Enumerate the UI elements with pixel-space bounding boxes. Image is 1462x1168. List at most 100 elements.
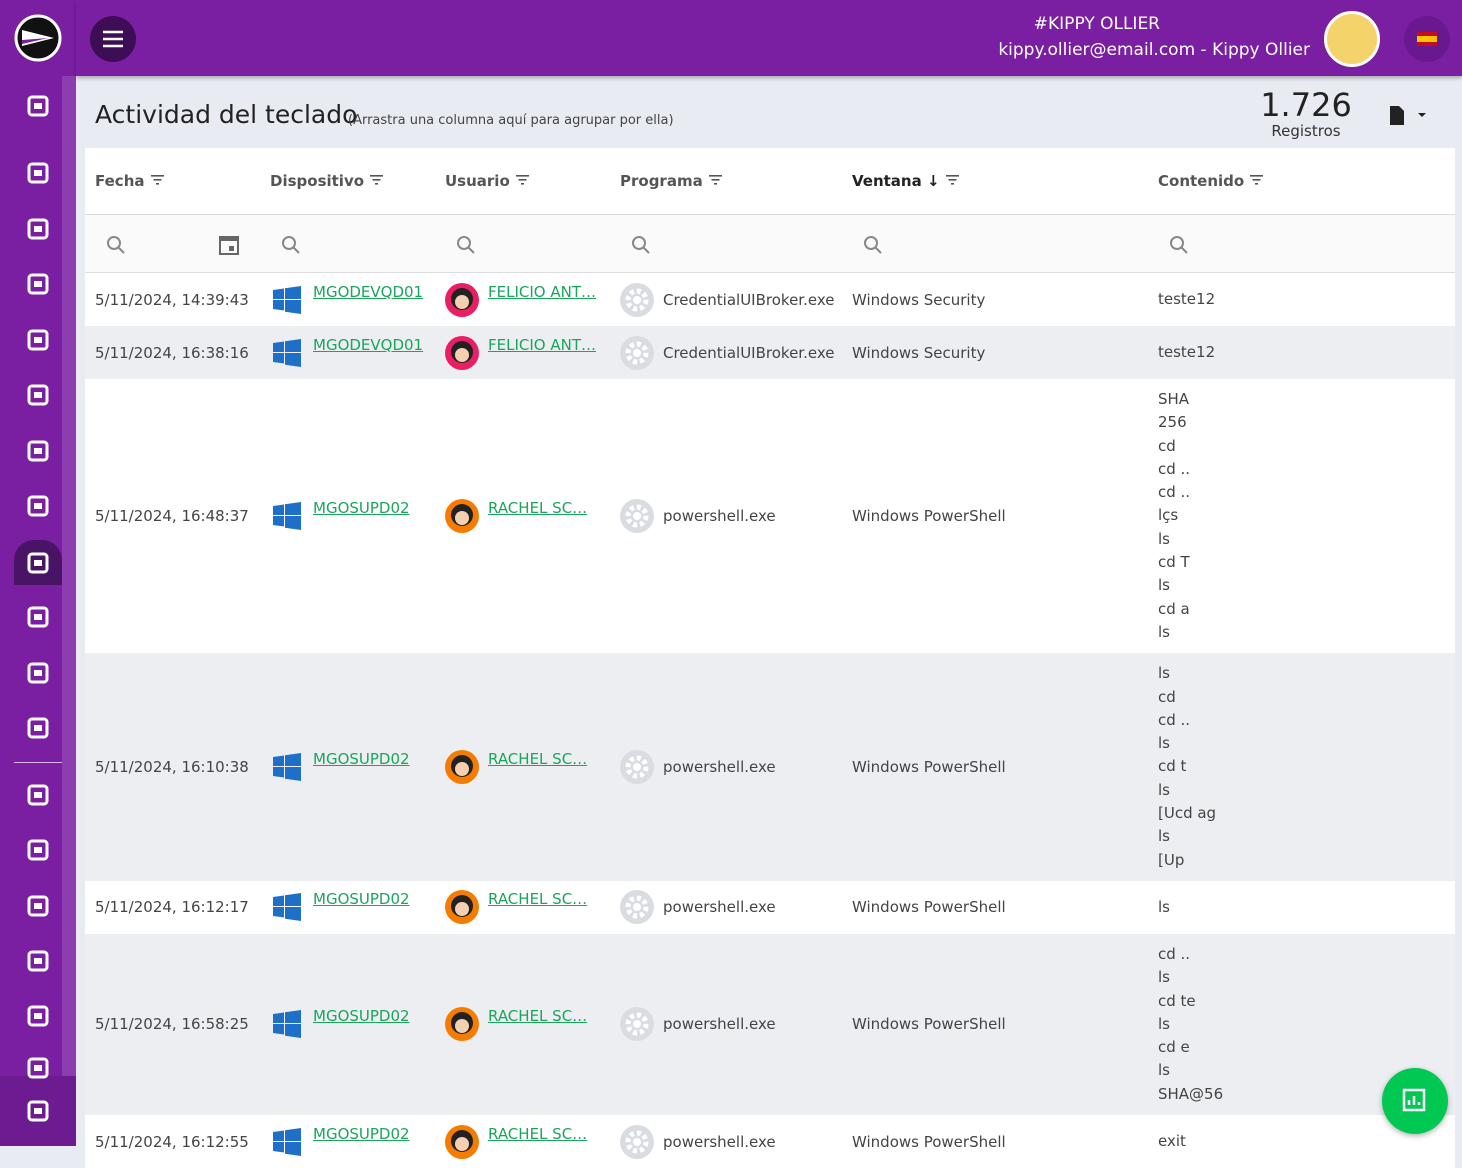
column-title: Dispositivo	[270, 172, 365, 190]
column-header[interactable]: Fecha	[95, 172, 165, 190]
topbar: #KIPPY OLLIER kippy.ollier@email.com - K…	[76, 0, 1462, 76]
content-line: cd ..	[1158, 459, 1191, 478]
nav-icon	[26, 661, 50, 685]
search-icon	[280, 234, 302, 256]
column-header[interactable]: Ventana ↓	[852, 172, 960, 190]
user-link[interactable]: FELICIO ANT…	[488, 335, 597, 354]
date-cell: 5/11/2024, 16:10:38	[95, 758, 249, 777]
window-cell: Windows PowerShell	[852, 1132, 1006, 1151]
language-flag[interactable]	[1404, 16, 1450, 62]
program-icon	[620, 499, 654, 534]
grid-body: 5/11/2024, 14:39:43 MGODEVQD01 FELICIO ANT…	[85, 273, 1455, 1168]
filter-icon[interactable]	[945, 172, 960, 190]
user-line: kippy.ollier@email.com - Kippy Ollier	[998, 40, 1310, 60]
device-link[interactable]: MGOSUPD02	[313, 890, 410, 909]
content-line: cd ..	[1158, 710, 1191, 729]
windows-icon	[273, 1010, 301, 1039]
grid-row: 5/11/2024, 16:38:16 MGODEVQD01 FELICIO ANT…	[85, 326, 1455, 379]
search-icon	[630, 234, 652, 256]
content-line: ls	[1158, 1061, 1170, 1080]
sidebar	[0, 0, 76, 1146]
program-cell: powershell.exe	[663, 1015, 776, 1034]
calendar-icon	[217, 233, 241, 257]
content-line: ls	[1158, 622, 1170, 641]
nav-icon	[26, 1056, 50, 1080]
nav-icon	[26, 783, 50, 807]
user-avatar	[445, 1007, 479, 1042]
content-line: ls	[1158, 664, 1170, 683]
content-line: ls	[1158, 734, 1170, 753]
filter-icon[interactable]	[150, 172, 165, 190]
window-cell: Windows PowerShell	[852, 507, 1006, 526]
sidebar-scrollbar	[62, 76, 76, 1076]
window-cell: Windows PowerShell	[852, 758, 1006, 777]
column-header[interactable]: Programa	[620, 172, 723, 190]
filter-icon[interactable]	[1250, 172, 1264, 190]
content-line: ls	[1158, 1014, 1170, 1033]
date-cell: 5/11/2024, 16:58:25	[95, 1015, 249, 1034]
program-icon	[620, 890, 654, 925]
device-link[interactable]: MGOSUPD02	[313, 750, 410, 769]
column-title: Fecha	[95, 172, 145, 190]
export-button[interactable]	[1388, 104, 1428, 128]
content-line: cd	[1158, 436, 1176, 455]
window-cell: Windows PowerShell	[852, 898, 1006, 917]
device-link[interactable]: MGODEVQD01	[313, 335, 424, 354]
user-avatar[interactable]	[1324, 11, 1380, 67]
content-line: cd te	[1158, 991, 1196, 1010]
device-link[interactable]: MGODEVQD01	[313, 282, 424, 301]
window-cell: Windows Security	[852, 290, 986, 309]
windows-icon	[273, 338, 301, 367]
device-link[interactable]: MGOSUPD02	[313, 1007, 410, 1026]
content-line: ls	[1158, 576, 1170, 595]
grid-row: 5/11/2024, 16:58:25 MGOSUPD02 RACHEL SC… po…	[85, 933, 1455, 1116]
column-header[interactable]: Usuario	[445, 172, 530, 190]
program-icon	[620, 282, 654, 317]
device-link[interactable]: MGOSUPD02	[313, 499, 410, 518]
nav-icon	[26, 94, 50, 118]
program-cell: powershell.exe	[663, 758, 776, 777]
column-header[interactable]: Contenido	[1158, 172, 1264, 190]
user-link[interactable]: FELICIO ANT…	[488, 282, 597, 301]
content-line: 256	[1158, 413, 1187, 432]
user-link[interactable]: RACHEL SC…	[488, 1007, 588, 1026]
logo[interactable]	[14, 14, 62, 62]
page-title: Actividad del teclado	[95, 100, 358, 129]
data-grid: Fecha Dispositivo Usuario Programa Ventana ↓…	[85, 148, 1455, 1168]
record-count-label: Registros	[1271, 122, 1341, 140]
device-link[interactable]: MGOSUPD02	[313, 1124, 410, 1143]
content-cell: ls	[1158, 896, 1170, 919]
user-link[interactable]: RACHEL SC…	[488, 499, 588, 518]
content-line: cd e	[1158, 1038, 1190, 1057]
menu-button[interactable]	[90, 16, 136, 62]
user-link[interactable]: RACHEL SC…	[488, 750, 588, 769]
content-line: SHA	[1158, 390, 1190, 408]
add-report-button[interactable]	[1382, 1068, 1448, 1134]
filter-icon[interactable]	[515, 172, 530, 190]
windows-icon	[273, 502, 301, 531]
nav-icon	[26, 949, 50, 973]
column-header[interactable]: Dispositivo	[270, 172, 384, 190]
content-line: lçs	[1158, 506, 1179, 525]
grid-row: 5/11/2024, 16:12:55 MGOSUPD02 RACHEL SC… po…	[85, 1115, 1455, 1168]
content-line: teste12	[1158, 289, 1216, 308]
user-link[interactable]: RACHEL SC…	[488, 1124, 588, 1143]
date-cell: 5/11/2024, 16:12:55	[95, 1132, 249, 1151]
nav-icon	[26, 1099, 50, 1123]
filter-icon[interactable]	[708, 172, 723, 190]
header-row: Fecha Dispositivo Usuario Programa Ventana ↓…	[85, 148, 1455, 215]
program-cell: powershell.exe	[663, 898, 776, 917]
search-icon	[862, 234, 884, 256]
filter-icon[interactable]	[370, 172, 384, 190]
group-hint: (Arrastra una columna aquí para agrupar …	[348, 113, 674, 128]
date-cell: 5/11/2024, 16:38:16	[95, 343, 249, 362]
grid-row: 5/11/2024, 16:12:17 MGOSUPD02 RACHEL SC… po…	[85, 880, 1455, 934]
column-title: Usuario	[445, 172, 510, 190]
content-line: cd ..	[1158, 944, 1191, 963]
content-line: ls	[1158, 780, 1170, 799]
user-link[interactable]: RACHEL SC…	[488, 890, 588, 909]
nav-icon	[26, 272, 50, 296]
grid-row: 5/11/2024, 16:10:38 MGOSUPD02 RACHEL SC… po…	[85, 653, 1455, 881]
program-icon	[620, 1124, 654, 1159]
